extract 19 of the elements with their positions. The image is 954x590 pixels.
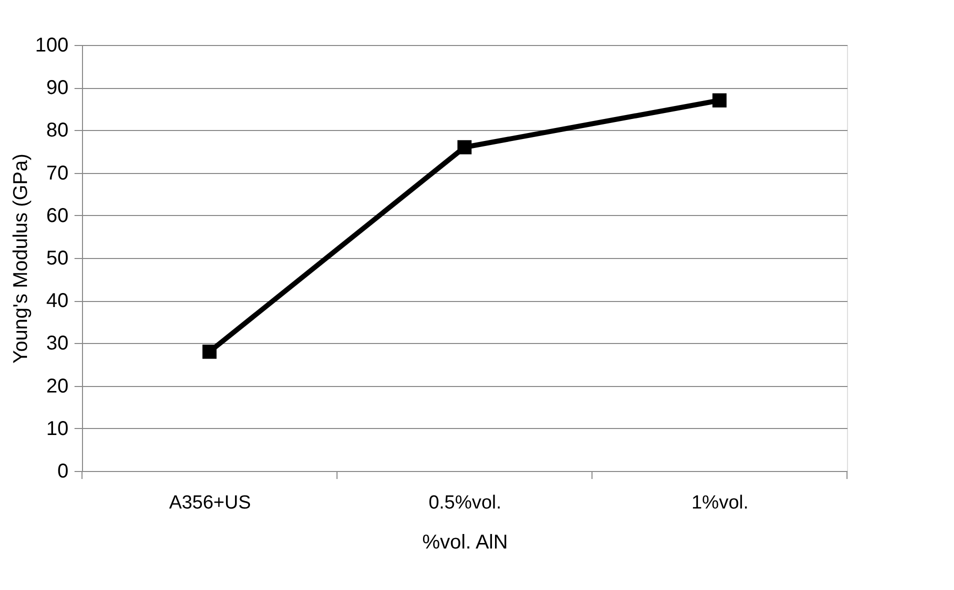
y-tick-label: 100 (35, 34, 68, 56)
point (457, 140, 472, 154)
y-tick-label: 20 (46, 375, 68, 398)
y-tick-label: 10 (46, 418, 68, 440)
y-tick-label: 40 (46, 290, 68, 312)
point (712, 93, 727, 108)
x-axis-title: %vol. AlN (422, 532, 508, 554)
y-axis-title: Young's Modulus (GPa) (10, 154, 32, 364)
x-tick-label: 0.5%vol. (428, 492, 502, 514)
y-tick-label: 90 (46, 77, 68, 100)
y-tick-label: 30 (46, 332, 68, 355)
y-tick-label: 50 (46, 248, 68, 270)
y-tick-label: 60 (46, 204, 68, 227)
x-tick-label: 1%vol. (691, 492, 749, 514)
y-tick-label: 0 (57, 460, 68, 482)
x-tick-label: A356+US (169, 492, 251, 514)
y-tick-label: 80 (46, 120, 68, 142)
y-tick-label: 70 (46, 162, 68, 184)
point (202, 344, 217, 359)
